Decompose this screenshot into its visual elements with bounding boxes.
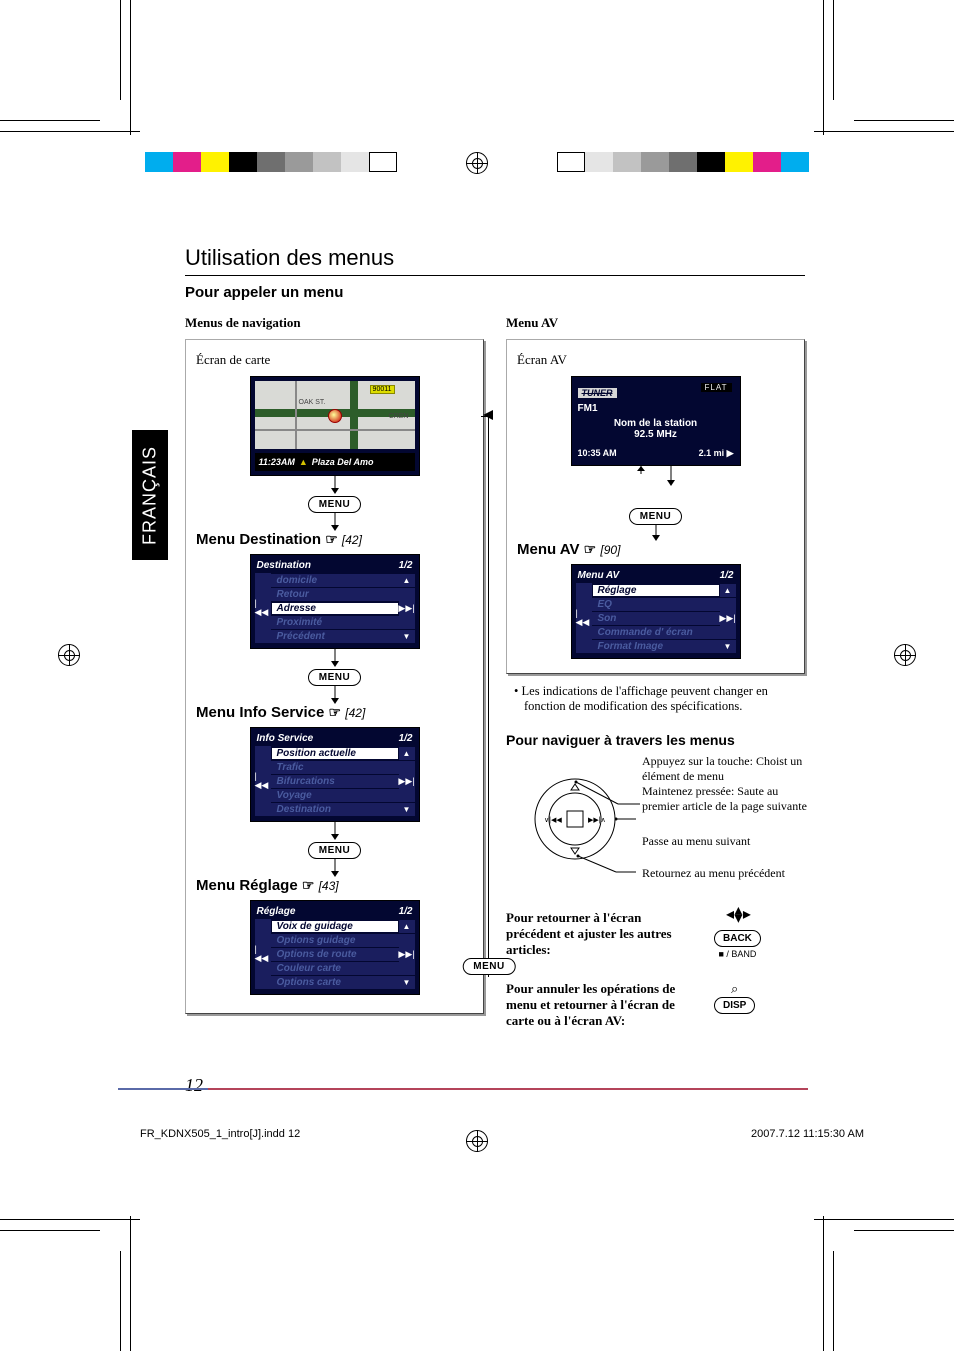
reglage-menu: Réglage 1/2 |◀◀ Voix de guidageOptions g…: [250, 900, 420, 995]
info-header: Info Service: [257, 733, 314, 744]
down-icon[interactable]: ▼: [399, 629, 415, 643]
prev-icon[interactable]: |◀◀: [255, 573, 271, 643]
reglage-title: Menu Réglage: [196, 877, 298, 894]
return-text: Pour retourner à l'écran précédent et aj…: [506, 910, 696, 958]
reglage-page: 1/2: [399, 906, 413, 917]
menu-button[interactable]: MENU: [308, 669, 361, 686]
back-sublabel: ■ / BAND: [714, 949, 761, 959]
menu-item[interactable]: Bifurcations: [271, 774, 399, 788]
tuner-badge: TUNER: [578, 388, 617, 398]
av-freq: 92.5 MHz: [578, 429, 734, 440]
av-menu: Menu AV 1/2 |◀◀ RéglageEQSonCommande d' …: [571, 564, 741, 659]
annot-press: Appuyez sur la touche: Choist un élément…: [642, 754, 802, 783]
disp-button[interactable]: DISP: [714, 997, 755, 1014]
menu-item[interactable]: Voyage: [271, 788, 399, 802]
nav-menus-label: Menus de navigation: [185, 315, 484, 331]
page-number: 12: [185, 1075, 203, 1096]
registration-mark-right: [894, 644, 916, 666]
menu-item[interactable]: Réglage: [592, 583, 720, 597]
av-screen: TUNER FLAT FM1 Nom de la station 92.5 MH…: [571, 376, 741, 466]
av-ref: [90]: [600, 543, 620, 557]
menu-item[interactable]: Trafic: [271, 760, 399, 774]
av-menu-label: Menu AV: [506, 315, 805, 331]
map-pin-icon: [328, 409, 342, 423]
annot-back: Retournez au menu précédent: [642, 866, 785, 881]
info-ref: [42]: [345, 706, 365, 720]
menu-item[interactable]: domicile: [271, 573, 399, 587]
down-icon[interactable]: ▼: [399, 975, 415, 989]
dest-ref: [42]: [342, 533, 362, 547]
av-dist: 2.1 mi: [699, 448, 725, 458]
annot-hold: Maintenez pressée: Saute au premier arti…: [642, 784, 807, 813]
map-time: 11:23AM: [259, 457, 295, 467]
next-icon[interactable]: ▶▶|: [399, 587, 415, 628]
menu-item[interactable]: Commande d' écran: [592, 625, 720, 639]
info-title: Menu Info Service: [196, 704, 324, 721]
menu-item[interactable]: Couleur carte: [271, 961, 399, 975]
reglage-ref: [43]: [319, 879, 339, 893]
menu-button[interactable]: MENU: [308, 496, 361, 513]
prev-icon[interactable]: |◀◀: [255, 919, 271, 989]
dpad-icon: ◂ ▴ ▸▾: [714, 910, 761, 930]
av-time: 10:35 AM: [578, 448, 617, 459]
menu-item[interactable]: Options guidage: [271, 933, 399, 947]
up-icon[interactable]: ▲: [399, 919, 415, 933]
down-icon[interactable]: ▼: [720, 639, 736, 653]
page-title: Utilisation des menus: [185, 245, 805, 271]
map-place: Plaza Del Amo: [312, 457, 374, 467]
annot-next: Passe au menu suivant: [642, 834, 750, 849]
info-menu: Info Service 1/2 |◀◀ Position actuelleTr…: [250, 727, 420, 822]
flat-badge: FLAT: [701, 383, 732, 392]
menu-item[interactable]: Proximité: [271, 615, 399, 629]
menu-item[interactable]: Format Image: [592, 639, 720, 653]
cancel-text: Pour annuler les opérations de menu et r…: [506, 981, 696, 1029]
av-band: FM1: [578, 403, 734, 414]
next-icon[interactable]: ▶▶|: [399, 760, 415, 801]
registration-mark-top: [466, 152, 488, 174]
av-station: Nom de la station: [578, 418, 734, 429]
dest-header: Destination: [257, 560, 311, 571]
nav-heading: Pour naviguer à travers les menus: [506, 732, 805, 748]
menu-item[interactable]: EQ: [592, 597, 720, 611]
menu-item[interactable]: Options carte: [271, 975, 399, 989]
av-title: Menu AV: [517, 541, 580, 558]
av-screen-label: Écran AV: [517, 352, 794, 368]
menu-item[interactable]: Position actuelle: [271, 746, 399, 760]
menu-item[interactable]: Retour: [271, 587, 399, 601]
footer-date: 2007.7.12 11:15:30 AM: [751, 1128, 864, 1140]
up-icon[interactable]: ▲: [720, 583, 736, 597]
info-page: 1/2: [399, 733, 413, 744]
menu-button[interactable]: MENU: [308, 842, 361, 859]
menu-item[interactable]: Adresse: [271, 601, 399, 615]
registration-mark-left: [58, 644, 80, 666]
language-tab: FRANÇAIS: [132, 430, 168, 560]
menu-item[interactable]: Précédent: [271, 629, 399, 643]
footer-file: FR_KDNX505_1_intro[J].indd 12: [140, 1128, 300, 1140]
av-header: Menu AV: [578, 570, 620, 581]
next-icon[interactable]: ▶▶|: [399, 933, 415, 974]
next-icon[interactable]: ▶▶|: [720, 597, 736, 638]
section-heading: Pour appeler un menu: [185, 284, 805, 301]
map-screen: OAK ST. CREN 90011 11:23AM ▲ Plaza Del A…: [250, 376, 420, 476]
down-icon[interactable]: ▼: [399, 802, 415, 816]
prev-icon[interactable]: |◀◀: [255, 746, 271, 816]
note-text: • Les indications de l'affichage peuvent…: [506, 684, 805, 714]
menu-button[interactable]: MENU: [629, 508, 682, 525]
prev-icon[interactable]: |◀◀: [576, 583, 592, 653]
reglage-header: Réglage: [257, 906, 296, 917]
av-page: 1/2: [720, 570, 734, 581]
dest-page: 1/2: [399, 560, 413, 571]
map-screen-label: Écran de carte: [196, 352, 473, 368]
nav-diagram: ∨|◀◀ ▶▶|∧ Appuyez sur la touche: Cho: [506, 754, 805, 894]
up-icon[interactable]: ▲: [399, 573, 415, 587]
menu-item[interactable]: Voix de guidage: [271, 919, 399, 933]
dest-title: Menu Destination: [196, 531, 321, 548]
up-icon[interactable]: ▲: [399, 746, 415, 760]
menu-item[interactable]: Destination: [271, 802, 399, 816]
magnify-icon: ⌕: [714, 981, 755, 997]
menu-item[interactable]: Options de route: [271, 947, 399, 961]
menu-item[interactable]: Son: [592, 611, 720, 625]
back-button[interactable]: BACK: [714, 930, 761, 947]
destination-menu: Destination 1/2 |◀◀ domicileRetourAdress…: [250, 554, 420, 649]
